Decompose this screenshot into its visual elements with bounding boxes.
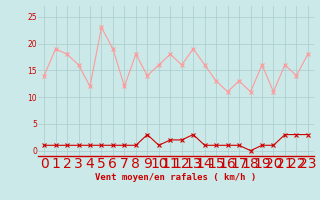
X-axis label: Vent moyen/en rafales ( km/h ): Vent moyen/en rafales ( km/h ) [95,173,257,182]
